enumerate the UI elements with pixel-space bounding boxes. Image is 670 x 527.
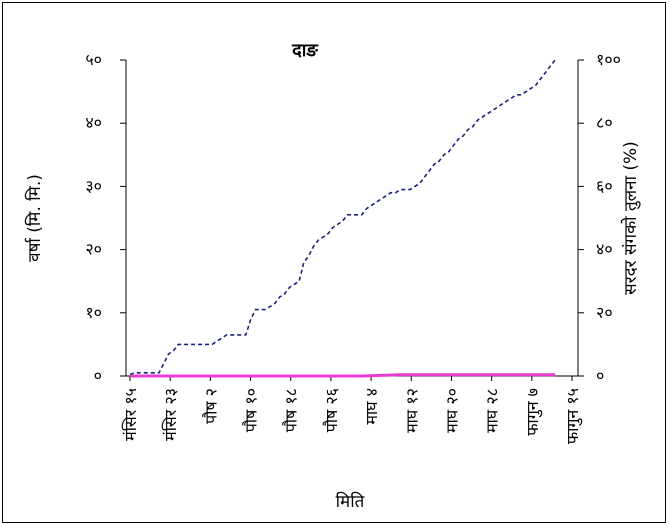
y-right-tick-label: १०० — [596, 50, 621, 69]
x-tick-label: पौष २६ — [322, 388, 341, 432]
axes-group — [120, 59, 584, 381]
tick-labels-group: ० १० २० ३० ४० ५० ० २० ४० ६० ८० १०० मंसिर १५ मंसिर २३ प… — [85, 50, 621, 444]
series-line-percent — [129, 59, 556, 376]
x-tick-label: फागुन १५ — [563, 388, 583, 444]
x-tick-label: मंसिर १५ — [121, 388, 140, 441]
y-right-tick-label: ८० — [596, 113, 613, 132]
x-tick-label: फागुन ७ — [523, 388, 543, 436]
x-tick-label: मंसिर २३ — [161, 388, 180, 441]
y-left-tick-label: १० — [85, 303, 102, 322]
x-axis-label: मिति — [336, 491, 365, 512]
x-tick-label: पौष २ — [201, 388, 220, 424]
x-tick-label: माघ १२ — [402, 388, 421, 433]
y-left-tick-label: ० — [94, 366, 102, 385]
chart-frame — [2, 2, 666, 523]
y-right-tick-label: ० — [596, 366, 604, 385]
y-axis-left-label: वर्षा (मि. मि.) — [24, 174, 45, 262]
x-tick-label: माघ ४ — [362, 388, 381, 425]
y-right-tick-label: ४० — [596, 240, 613, 259]
series-line-rainfall — [130, 373, 555, 378]
series-group — [129, 59, 556, 378]
x-tick-label: माघ २८ — [483, 388, 502, 433]
y-right-tick-label: ६० — [596, 176, 613, 195]
y-left-tick-label: २० — [85, 240, 102, 259]
x-tick-label: पौष १८ — [282, 388, 301, 432]
x-tick-label: पौष १० — [242, 388, 261, 432]
y-axis-right-label: सरदर संगको तुलना (%) — [620, 141, 641, 295]
y-left-tick-label: ३० — [85, 176, 102, 195]
x-tick-label: माघ २० — [442, 388, 461, 433]
chart-title: दाङ — [291, 40, 319, 61]
y-left-tick-label: ४० — [85, 113, 102, 132]
y-left-tick-label: ५० — [85, 50, 102, 69]
y-right-tick-label: २० — [596, 303, 613, 322]
